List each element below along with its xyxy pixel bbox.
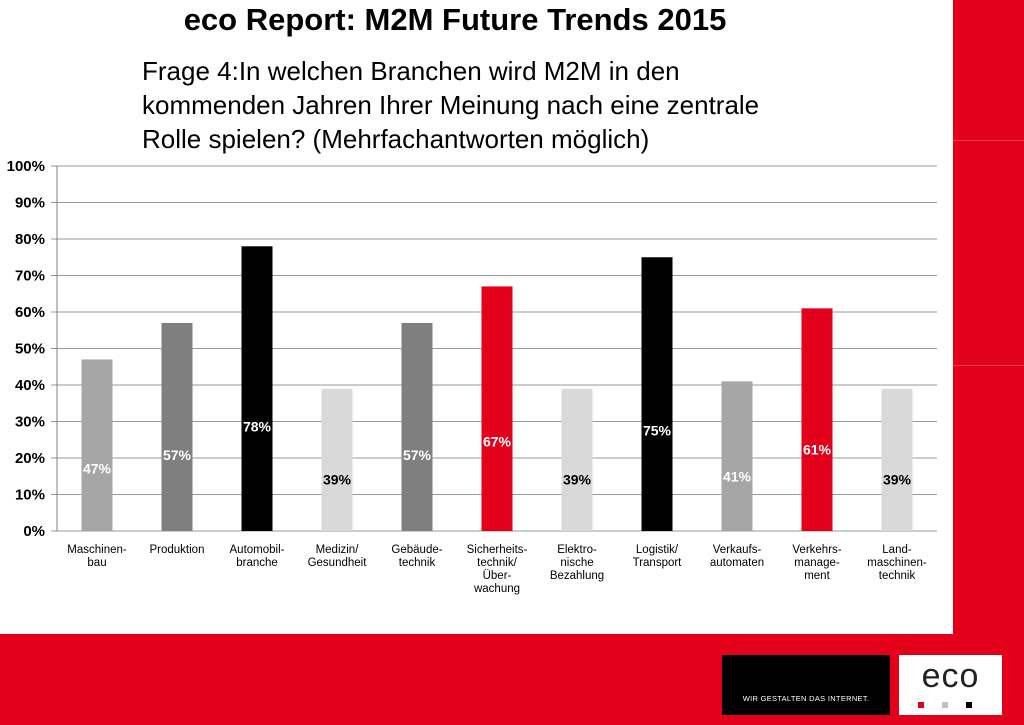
data-label: 67% bbox=[483, 434, 512, 450]
category-label: wachung bbox=[473, 583, 520, 595]
category-label: technik bbox=[879, 570, 916, 582]
category-label: automaten bbox=[710, 557, 764, 569]
category-label: Transport bbox=[633, 557, 683, 569]
y-tick-label: 20% bbox=[15, 450, 45, 467]
bar bbox=[721, 381, 753, 531]
bar bbox=[161, 322, 193, 531]
y-tick-label: 80% bbox=[15, 231, 45, 248]
logo-dot-gray bbox=[942, 702, 948, 708]
category-label: Medizin/ bbox=[316, 544, 360, 556]
y-tick-label: 0% bbox=[23, 523, 45, 540]
bar bbox=[881, 388, 913, 531]
y-tick-label: 50% bbox=[15, 341, 45, 358]
right-brand-band: Verband der deutschen Internetwirtschaft… bbox=[943, 0, 1024, 725]
category-label: branche bbox=[236, 557, 278, 569]
category-label: Sicherheits- bbox=[467, 544, 528, 556]
data-label: 57% bbox=[403, 447, 432, 463]
band-divider bbox=[953, 140, 1024, 141]
y-tick-label: 70% bbox=[15, 268, 45, 285]
category-label: maschinen- bbox=[867, 557, 927, 569]
page-title: eco Report: M2M Future Trends 2015 bbox=[183, 2, 727, 37]
category-label: technik/ bbox=[477, 557, 517, 569]
question-line: kommenden Jahren Ihrer Meinung nach eine… bbox=[142, 90, 760, 120]
data-label: 39% bbox=[323, 471, 352, 487]
category-label: nische bbox=[560, 557, 593, 569]
eco-logo: eco bbox=[899, 655, 1002, 715]
category-label: Logistik/ bbox=[636, 544, 679, 556]
y-tick-label: 40% bbox=[15, 377, 45, 394]
logo-dot-black bbox=[966, 702, 972, 708]
category-label: Über- bbox=[483, 570, 512, 582]
category-label: Land- bbox=[882, 544, 912, 556]
bar bbox=[641, 257, 673, 531]
band-divider bbox=[953, 365, 1024, 366]
bar bbox=[321, 388, 353, 531]
data-label: 39% bbox=[883, 471, 912, 487]
category-label: Automobil- bbox=[230, 544, 285, 556]
category-label: manage- bbox=[794, 557, 840, 569]
category-label: technik bbox=[399, 557, 436, 569]
bar bbox=[401, 322, 433, 531]
y-tick-label: 90% bbox=[15, 195, 45, 212]
category-label: Produktion bbox=[150, 544, 205, 556]
bar bbox=[241, 246, 273, 532]
question-text: Frage 4:In welchen Branchen wird M2M in … bbox=[142, 54, 862, 156]
logo-wordmark: eco bbox=[921, 657, 980, 695]
category-label: Verkehrs- bbox=[792, 544, 841, 556]
bar bbox=[561, 388, 593, 531]
data-label: 57% bbox=[163, 447, 192, 463]
y-tick-label: 60% bbox=[15, 304, 45, 321]
slogan-box: WIR GESTALTEN DAS INTERNET. bbox=[722, 655, 890, 715]
bar bbox=[481, 286, 513, 531]
category-label: Gesundheit bbox=[308, 557, 368, 569]
data-label: 75% bbox=[643, 423, 672, 439]
category-label: Verkaufs- bbox=[713, 544, 762, 556]
question-line: Rolle spielen? (Mehrfachantworten möglic… bbox=[142, 124, 650, 154]
data-label: 47% bbox=[83, 461, 112, 477]
category-label: Maschinen- bbox=[67, 544, 127, 556]
bar bbox=[81, 359, 113, 531]
data-label: 78% bbox=[243, 419, 272, 435]
data-label: 41% bbox=[723, 469, 752, 485]
bar-chart: 0% 10% 20% 30% 40% 50% 60% 70% 80% 90% 100% 47% Masc… bbox=[7, 158, 937, 595]
data-label: 39% bbox=[563, 471, 592, 487]
y-tick-label: 100% bbox=[7, 158, 45, 175]
category-label: bau bbox=[87, 557, 106, 569]
y-tick-label: 30% bbox=[15, 414, 45, 431]
category-label: ment bbox=[804, 570, 830, 582]
data-label: 61% bbox=[803, 442, 832, 458]
category-label: Elektro- bbox=[557, 544, 597, 556]
y-tick-label: 10% bbox=[15, 487, 45, 504]
slogan-text: WIR GESTALTEN DAS INTERNET. bbox=[742, 694, 870, 703]
logo-dot-red bbox=[918, 702, 924, 708]
question-line: Frage 4:In welchen Branchen wird M2M in … bbox=[142, 56, 680, 86]
category-label: Gebäude- bbox=[391, 544, 442, 556]
bar bbox=[801, 308, 833, 531]
category-label: Bezahlung bbox=[550, 570, 604, 582]
